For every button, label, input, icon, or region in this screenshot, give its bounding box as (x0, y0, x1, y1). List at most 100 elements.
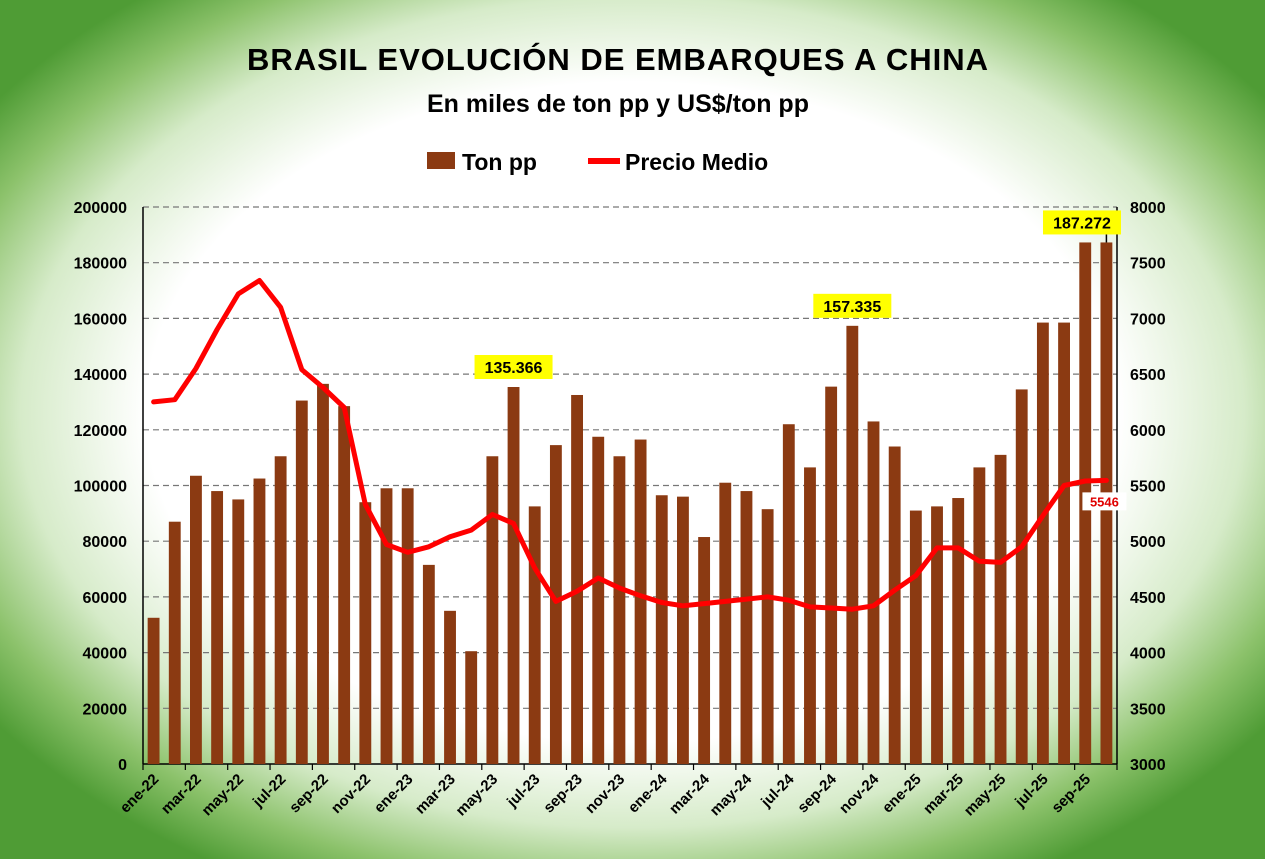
bar-mar-24 (698, 537, 711, 764)
price-label-bg (1082, 492, 1127, 511)
x-tick-label: ene-23 (371, 771, 417, 817)
x-tick-label: jul-24 (757, 770, 798, 811)
bar-may-25 (994, 454, 1007, 764)
bar-oct-22 (338, 406, 351, 764)
bar-ago-24 (804, 467, 816, 764)
bar-feb-25 (931, 506, 943, 764)
bar-dic-24 (888, 446, 901, 764)
x-tick-label: sep-22 (286, 771, 332, 817)
chart-title: BRASIL EVOLUCIÓN DE EMBARQUES A CHINA (247, 41, 989, 77)
bar-ene-22 (147, 617, 160, 764)
y-left-tick-label: 160000 (74, 311, 127, 328)
x-tick-label: ene-22 (117, 771, 163, 817)
y-right-tick-label: 4000 (1130, 646, 1166, 663)
y-right-tick-label: 7000 (1130, 311, 1166, 328)
y-right-tick-label: 5000 (1130, 534, 1166, 551)
x-tick-label: mar-25 (920, 771, 967, 818)
y-left-tick-label: 100000 (74, 479, 127, 496)
bar-dic-23 (634, 439, 647, 764)
price-line (151, 278, 1109, 612)
x-tick-label: may-25 (961, 771, 1010, 820)
bar-mar-25 (952, 498, 965, 764)
y-left-tick-label: 140000 (74, 367, 127, 384)
bar-sep-24 (825, 386, 838, 764)
bar-sep-23 (571, 394, 583, 764)
x-tick-label: sep-24 (794, 770, 840, 816)
bar-abr-23 (465, 651, 478, 764)
x-tick-label: sep-25 (1048, 771, 1094, 817)
bar-ene-24 (655, 495, 668, 764)
y-left-tick-label: 0 (118, 757, 127, 774)
y-left-tick-label: 20000 (83, 701, 128, 718)
plot-area: 0 20000 40000 60000 80000 100000 120000 140000 1… (74, 200, 1166, 819)
bar-jun-25 (1015, 389, 1028, 764)
callout-label: 187.272 (1053, 215, 1111, 232)
bar-oct-24 (846, 325, 859, 764)
y-left-tick-label: 200000 (74, 200, 127, 217)
y-left-tick-label: 80000 (83, 534, 128, 551)
bar-jun-22 (253, 478, 266, 764)
callout-bg (813, 293, 892, 318)
bar-feb-22 (168, 521, 181, 764)
bar-ene-25 (909, 510, 922, 764)
bar-jul-23 (528, 506, 541, 764)
y-left-tick-label: 180000 (74, 256, 127, 273)
y-right-tick-label: 6500 (1130, 367, 1166, 384)
y-right-tick-label: 4500 (1130, 590, 1166, 607)
legend-label-ton-pp: Ton pp (462, 149, 537, 175)
bar-oct-23 (592, 436, 605, 764)
bar-jul-22 (274, 456, 287, 764)
x-tick-label: mar-24 (666, 770, 713, 817)
x-tick-label: ene-24 (625, 770, 671, 816)
bar-jul-24 (782, 424, 795, 764)
x-tick-label: jul-23 (503, 771, 543, 811)
x-tick-label: mar-23 (412, 771, 459, 818)
x-tick-label: sep-23 (540, 771, 586, 817)
x-tick-label: jul-25 (1011, 771, 1051, 811)
price-last-value-label: 5546 (1090, 494, 1119, 509)
bar-abr-22 (211, 491, 224, 764)
legend: Ton pp Precio Medio (427, 149, 768, 175)
y-right-tick-label: 6000 (1130, 423, 1166, 440)
legend-label-precio-medio: Precio Medio (625, 149, 768, 175)
y-right-tick-label: 3000 (1130, 757, 1166, 774)
bar-ago-22 (295, 400, 308, 764)
y-left-tick-label: 120000 (74, 423, 127, 440)
bar-jun-23 (507, 387, 520, 764)
bar-nov-23 (613, 456, 626, 764)
callout-label: 135.366 (485, 360, 543, 377)
x-tick-label: may-24 (707, 770, 756, 819)
bar-feb-24 (677, 496, 689, 764)
bar-mar-23 (444, 610, 456, 764)
x-tick-label: nov-24 (836, 770, 883, 817)
bar-abr-24 (719, 482, 732, 764)
chart-subtitle: En miles de ton pp y US$/ton pp (427, 90, 809, 118)
bar-ago-23 (549, 445, 562, 764)
x-tick-label: may-23 (453, 771, 502, 820)
bar-dic-22 (380, 488, 393, 764)
bar-may-23 (486, 456, 499, 764)
x-tick-label: ene-25 (879, 771, 925, 817)
bar-ago-25 (1058, 322, 1070, 764)
y-right-tick-label: 7500 (1130, 256, 1166, 273)
callout-bg (1043, 210, 1121, 235)
y-left-tick-label: 40000 (83, 646, 128, 663)
y-right-tick-label: 8000 (1130, 200, 1166, 217)
y-right-tick-label: 3500 (1130, 701, 1166, 718)
bar-nov-22 (359, 502, 372, 764)
x-tick-label: jul-22 (249, 771, 289, 811)
y-right-tick-label: 5500 (1130, 479, 1166, 496)
x-tick-label: nov-22 (328, 771, 374, 817)
x-tick-label: mar-22 (158, 771, 205, 818)
y-left-tick-label: 60000 (83, 590, 128, 607)
callout-label: 157.335 (823, 299, 881, 316)
bar-mar-22 (190, 475, 202, 764)
x-tick-label: nov-23 (582, 771, 628, 817)
bar-may-24 (740, 491, 753, 764)
bar-nov-24 (867, 421, 880, 764)
bar-jun-24 (761, 509, 774, 764)
bar-sep-22 (317, 383, 329, 764)
x-tick-label: may-22 (199, 771, 248, 820)
bar-may-22 (232, 499, 245, 764)
callout-bg (474, 355, 553, 380)
